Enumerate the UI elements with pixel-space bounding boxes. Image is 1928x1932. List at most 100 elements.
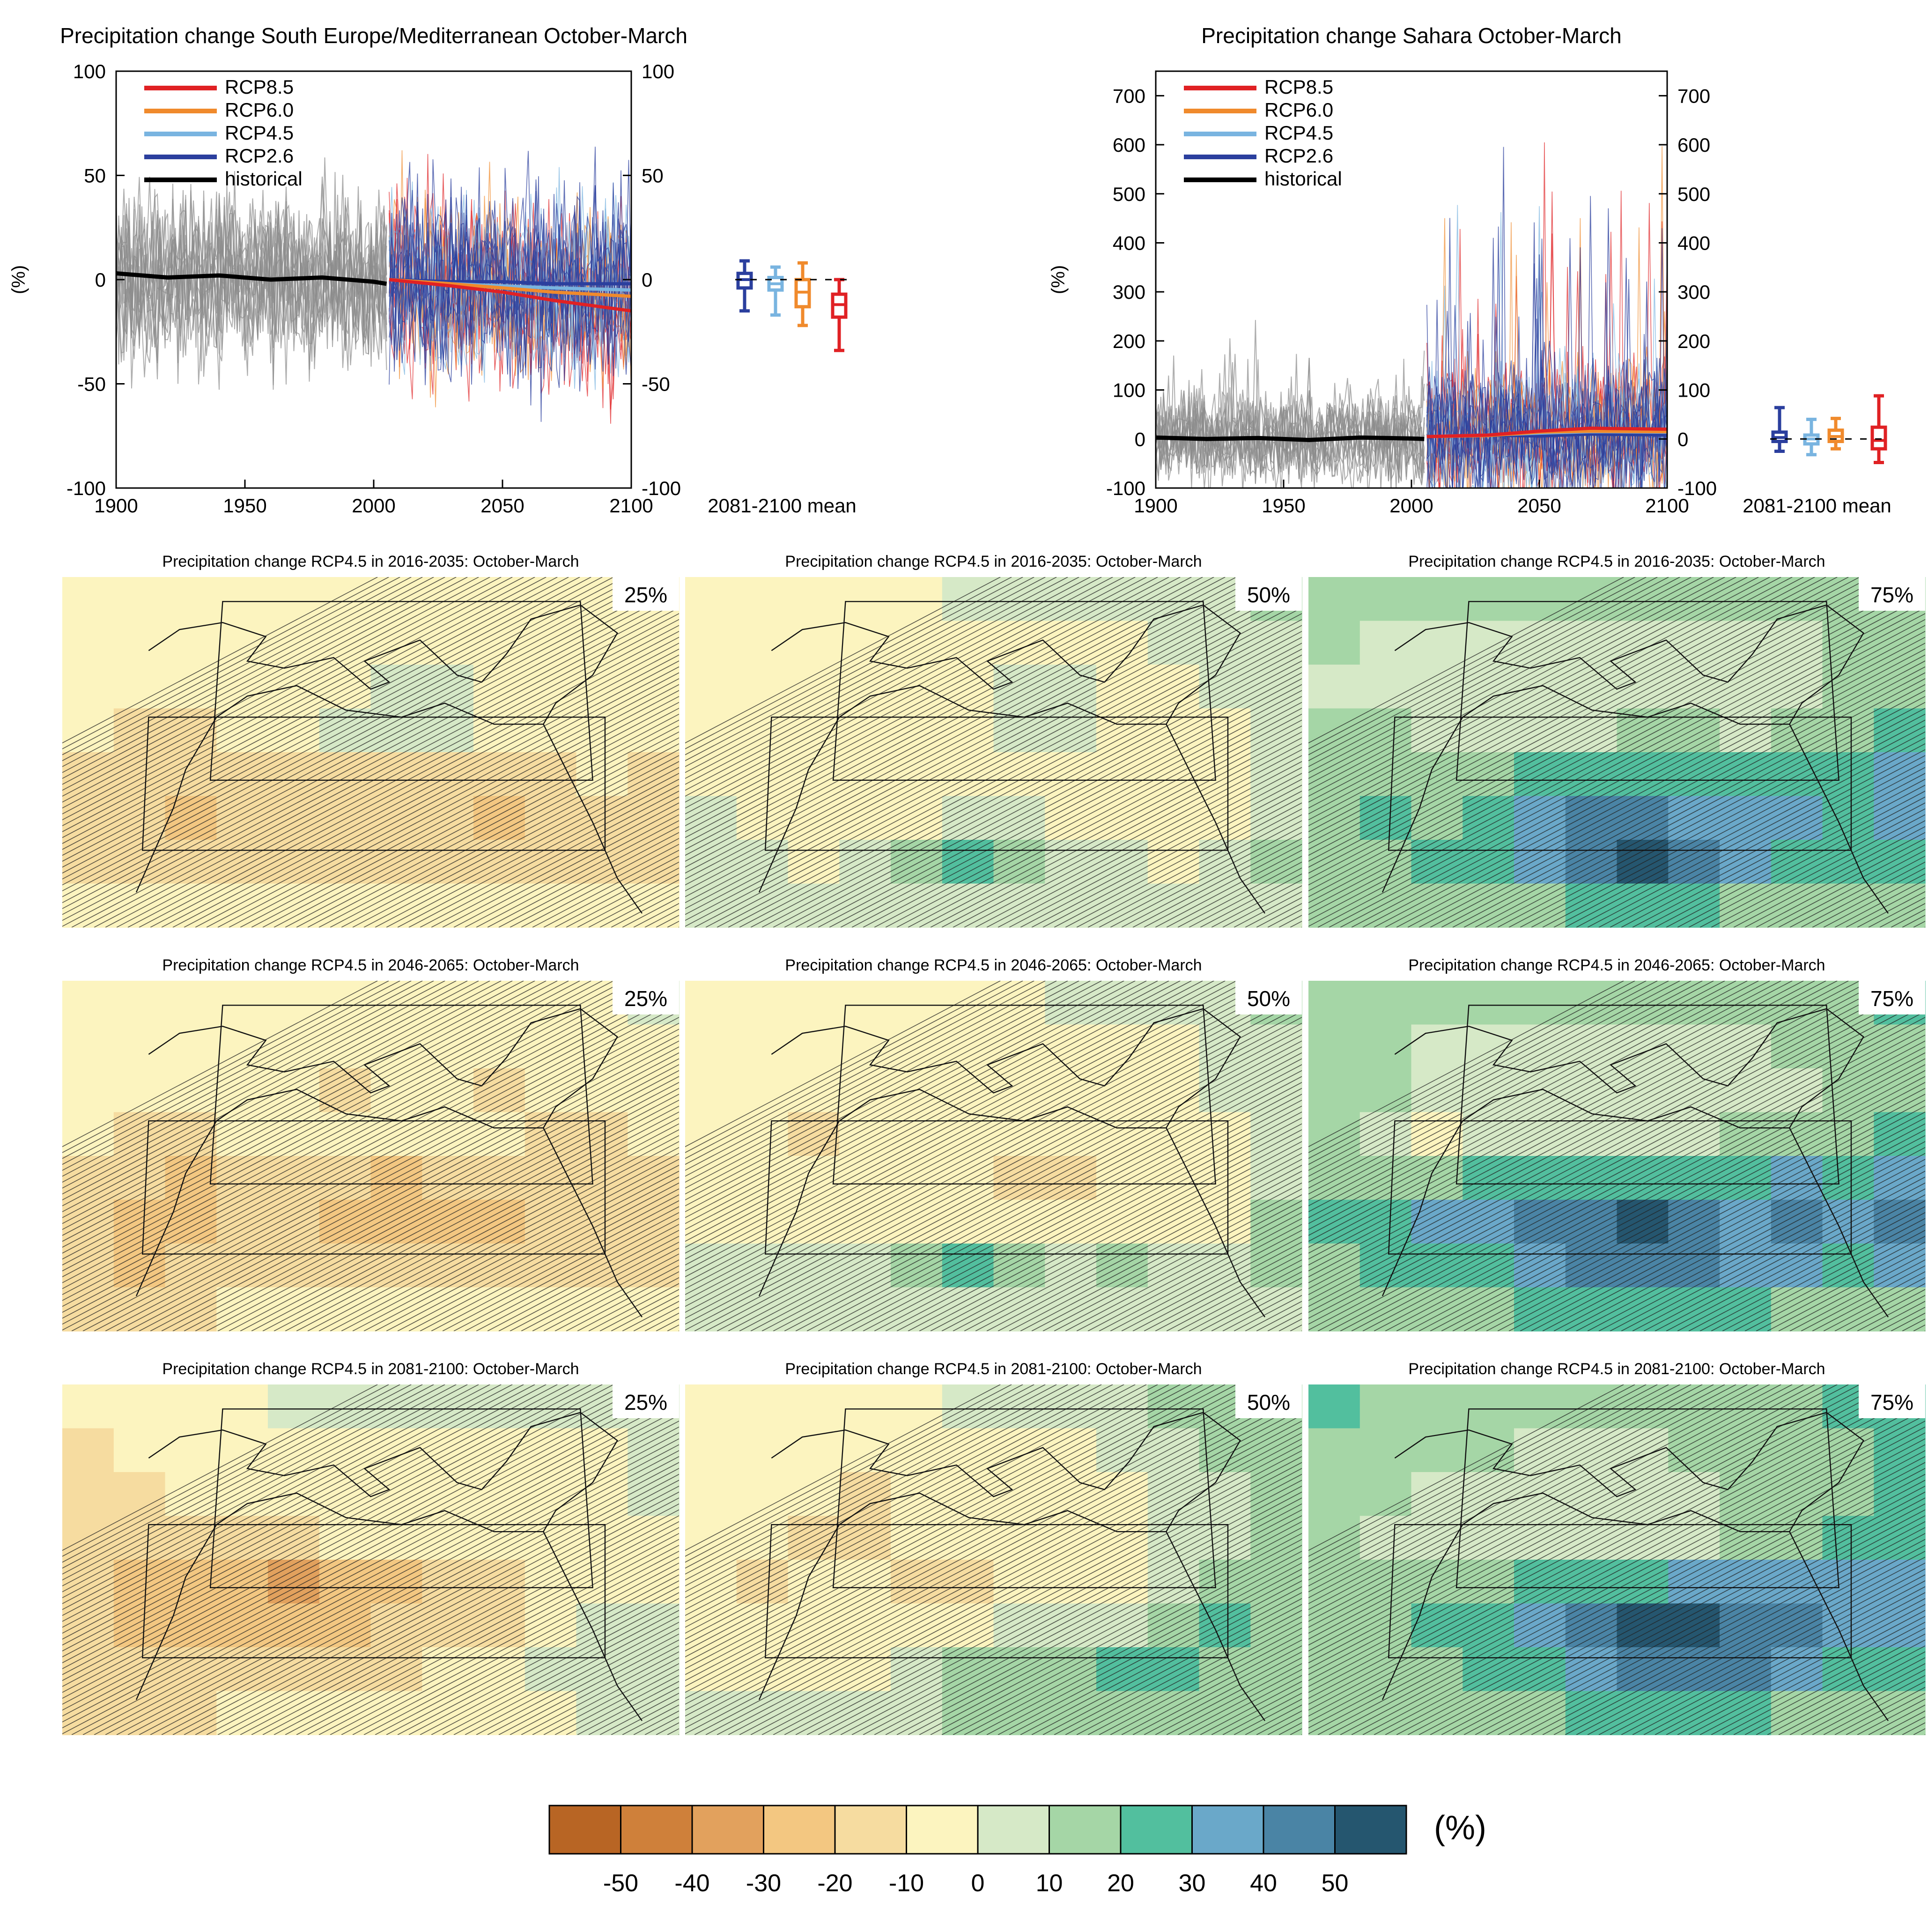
map-cell bbox=[1874, 840, 1926, 884]
percentile-label-bg bbox=[613, 981, 679, 1014]
colorbar-tick-label: 10 bbox=[1036, 1870, 1063, 1897]
map-cell bbox=[942, 1024, 994, 1069]
map-cell bbox=[1463, 665, 1514, 709]
map-cell bbox=[1514, 883, 1566, 928]
map-cell bbox=[216, 1287, 268, 1332]
map-cell bbox=[1822, 840, 1874, 884]
map-cell bbox=[1565, 1244, 1618, 1288]
map-cell bbox=[1565, 981, 1618, 1025]
hatch-lines bbox=[62, 1384, 679, 1735]
map-cell bbox=[370, 1647, 422, 1692]
y-tick-label-right: 0 bbox=[1677, 428, 1688, 450]
hatching bbox=[62, 577, 679, 927]
map-cell bbox=[891, 1244, 943, 1288]
map-cell bbox=[1514, 1112, 1566, 1156]
colorbar-swatch bbox=[620, 1805, 693, 1855]
map-cell bbox=[1514, 577, 1566, 622]
map-cell bbox=[685, 621, 737, 665]
map-cell bbox=[891, 796, 943, 840]
map-cell bbox=[319, 1603, 371, 1648]
map-title: Precipitation change RCP4.5 in 2081-2100… bbox=[162, 1360, 579, 1378]
map-cell bbox=[422, 708, 474, 753]
map-cell bbox=[788, 1199, 840, 1244]
map-cell bbox=[62, 1384, 114, 1429]
percentile-label: 75% bbox=[1870, 1390, 1913, 1414]
map-cell bbox=[1199, 1647, 1251, 1692]
map-cell bbox=[1308, 577, 1360, 622]
map-cell bbox=[576, 1691, 628, 1735]
map-cell bbox=[1463, 1560, 1514, 1604]
map-cell bbox=[1463, 1068, 1514, 1113]
colorbar-tick-label: -40 bbox=[674, 1870, 709, 1897]
map-cell bbox=[1617, 708, 1669, 753]
map-cell bbox=[370, 708, 422, 753]
map-cell bbox=[524, 1199, 577, 1244]
map-cell bbox=[1720, 708, 1772, 753]
map-cell bbox=[1045, 1691, 1097, 1735]
map-cell bbox=[1411, 1384, 1463, 1429]
map-cell bbox=[1514, 796, 1566, 840]
map-cell bbox=[370, 1691, 422, 1735]
map-cell bbox=[1617, 1472, 1669, 1517]
chart-title: Precipitation change Sahara October-Marc… bbox=[1201, 23, 1621, 48]
map-cell bbox=[1822, 796, 1874, 840]
map-panel-6: Precipitation change RCP4.5 in 2046-2065… bbox=[1308, 956, 1926, 1332]
map-cell bbox=[788, 577, 840, 622]
map-cell bbox=[370, 840, 422, 884]
map-cell bbox=[993, 708, 1045, 753]
map-cell bbox=[891, 752, 943, 797]
y-tick-label-right: 600 bbox=[1677, 134, 1710, 156]
map-cell bbox=[473, 1472, 525, 1517]
map-cell bbox=[1463, 752, 1514, 797]
map-cell bbox=[473, 1691, 525, 1735]
map-cell bbox=[891, 981, 943, 1025]
map-cell bbox=[216, 752, 268, 797]
map-panel-8: Precipitation change RCP4.5 in 2081-2100… bbox=[685, 1360, 1302, 1735]
map-cell bbox=[891, 883, 943, 928]
map-cell bbox=[165, 577, 217, 622]
ensemble-members bbox=[116, 147, 631, 424]
map-cell bbox=[268, 577, 320, 622]
map-cell bbox=[1199, 1691, 1251, 1735]
map-cell bbox=[216, 1691, 268, 1735]
map-cell bbox=[62, 1024, 114, 1069]
map-cell bbox=[942, 1287, 994, 1332]
map-cell bbox=[1096, 1287, 1148, 1332]
map-cell bbox=[1617, 665, 1669, 709]
historical-member-line bbox=[116, 157, 387, 390]
map-cell bbox=[1874, 883, 1926, 928]
map-cell bbox=[268, 1384, 320, 1429]
map-cell bbox=[370, 1287, 422, 1332]
map-cell bbox=[628, 883, 680, 928]
map-cell bbox=[216, 1647, 268, 1692]
hatch-lines bbox=[685, 1384, 1302, 1735]
hatching bbox=[1308, 577, 1925, 927]
percentile-label: 25% bbox=[624, 986, 667, 1011]
map-cell bbox=[370, 1068, 422, 1113]
historical-member-line bbox=[116, 198, 387, 363]
map-cell bbox=[685, 1691, 737, 1735]
map-cell bbox=[524, 981, 577, 1025]
map-title: Precipitation change RCP4.5 in 2016-2035… bbox=[1408, 553, 1825, 570]
x-tick-label: 1950 bbox=[1262, 495, 1305, 517]
map-cell bbox=[1617, 1516, 1669, 1560]
map-cell bbox=[1822, 1472, 1874, 1517]
map-cell bbox=[319, 840, 371, 884]
y-tick-label-right: 400 bbox=[1677, 232, 1710, 254]
colorbar-tick-label: -10 bbox=[889, 1870, 924, 1897]
map-cell bbox=[1514, 1287, 1566, 1332]
map-cell bbox=[993, 1068, 1045, 1113]
region-box-sahara bbox=[1388, 1524, 1852, 1658]
x-tick-label: 2000 bbox=[352, 495, 395, 517]
map-cell bbox=[1514, 1024, 1566, 1069]
map-cell bbox=[1308, 1516, 1360, 1560]
map-panel-1: Precipitation change RCP4.5 in 2016-2035… bbox=[62, 553, 680, 928]
hatching bbox=[62, 1384, 679, 1735]
map-cell bbox=[1250, 1068, 1302, 1113]
map-cell bbox=[1874, 1560, 1926, 1604]
map-cell bbox=[216, 1560, 268, 1604]
map-cell bbox=[942, 883, 994, 928]
map-cell bbox=[1874, 1112, 1926, 1156]
map-cell bbox=[1668, 665, 1720, 709]
